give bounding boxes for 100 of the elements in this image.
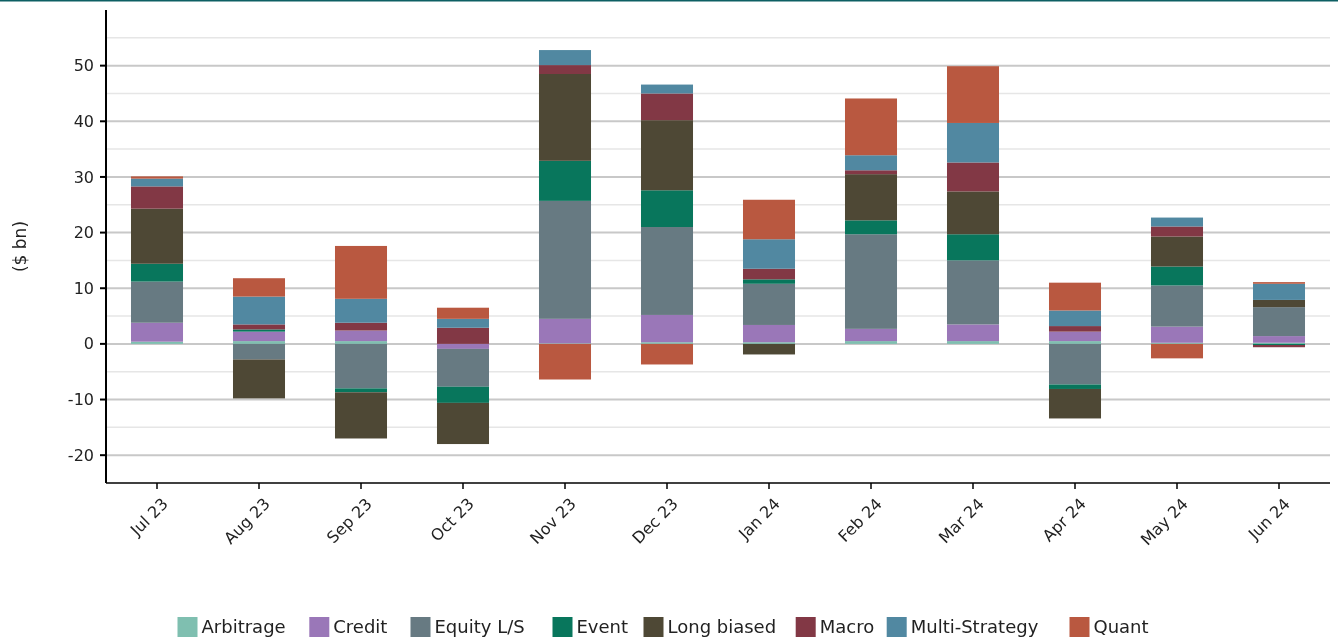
legend-label: Credit [333,616,388,638]
bar [334,343,388,389]
bar [946,191,1000,235]
bar [640,84,694,94]
bar [844,220,898,235]
bar [334,341,388,344]
legend-label: Quant [1093,616,1149,638]
bar [1048,331,1102,342]
y-tick-label: -10 [67,390,94,410]
x-tick-label: Feb 24 [834,494,886,546]
x-tick-label: Aug 23 [220,494,274,548]
y-tick-label: 0 [83,334,94,354]
bar [1252,307,1306,337]
bar [1150,285,1204,327]
y-tick-label: 20 [73,223,94,243]
bar [844,98,898,156]
bar [844,170,898,175]
bar [232,359,286,399]
bar [742,199,796,240]
bar [436,402,490,445]
x-tick-label: Jul 23 [125,494,172,541]
bar [742,283,796,325]
bar [844,341,898,344]
bar [130,208,184,264]
bar [1048,310,1102,327]
bar [436,343,490,349]
x-tick-label: Jun 24 [1243,494,1294,545]
bar [538,200,592,319]
y-tick-label: 40 [73,111,94,131]
y-tick-label: 50 [73,56,94,76]
bar [946,122,1000,163]
bar [334,245,388,299]
y-tick-label: 10 [73,278,94,298]
bar [946,234,1000,261]
bar [232,341,286,344]
legend-label: Macro [819,616,875,638]
bar [1150,236,1204,267]
bar [232,296,286,325]
bar [640,190,694,228]
bar [1048,341,1102,344]
bar [1048,282,1102,311]
bar [1150,326,1204,343]
legend-label: Arbitrage [201,616,286,638]
bar [232,331,286,342]
bar [232,343,286,360]
bar [130,322,184,342]
bar [130,186,184,209]
bar [742,343,796,355]
x-tick-label: Mar 24 [934,494,988,548]
y-tick-label: 30 [73,167,94,187]
bar [844,328,898,342]
x-tick-label: Oct 23 [426,494,478,546]
bar [1048,388,1102,419]
bar [1252,336,1306,343]
bar [640,93,694,121]
y-axis-title: ($ bn) [10,220,30,273]
bar [742,239,796,269]
bar [1252,299,1306,308]
bar [1048,343,1102,385]
bar [946,341,1000,344]
bar [436,386,490,403]
bar [946,260,1000,325]
bar [1150,217,1204,227]
x-tick-label: Sep 23 [322,494,376,548]
bar [844,234,898,329]
bar [640,314,694,343]
bar [1150,266,1204,286]
bar [436,307,490,319]
x-tick-label: Dec 23 [628,494,682,548]
bar [742,324,796,343]
bar [844,174,898,221]
bar [946,162,1000,192]
legend-label: Long biased [667,616,777,638]
bar [436,348,490,387]
bar [436,327,490,344]
x-tick-label: Jan 24 [734,494,784,544]
legend-label: Multi-Strategy [910,616,1039,638]
bar [946,324,1000,342]
y-tick-label: -20 [67,445,94,465]
bar [844,155,898,171]
bar [640,120,694,191]
bar [334,330,388,342]
bar [232,329,286,332]
bar [742,268,796,280]
bar [436,318,490,328]
bar [742,279,796,284]
bar [130,341,184,344]
bar [538,65,592,74]
bar [538,160,592,201]
legend-label: Event [576,616,629,638]
bar [538,343,592,380]
bar [130,281,184,323]
bar [640,343,694,365]
x-tick-label: Nov 23 [526,494,580,548]
bar [946,66,1000,123]
bar [232,324,286,330]
bar [334,392,388,439]
legend-label: Equity L/S [434,616,525,638]
bar [1252,283,1306,300]
bar [538,50,592,66]
